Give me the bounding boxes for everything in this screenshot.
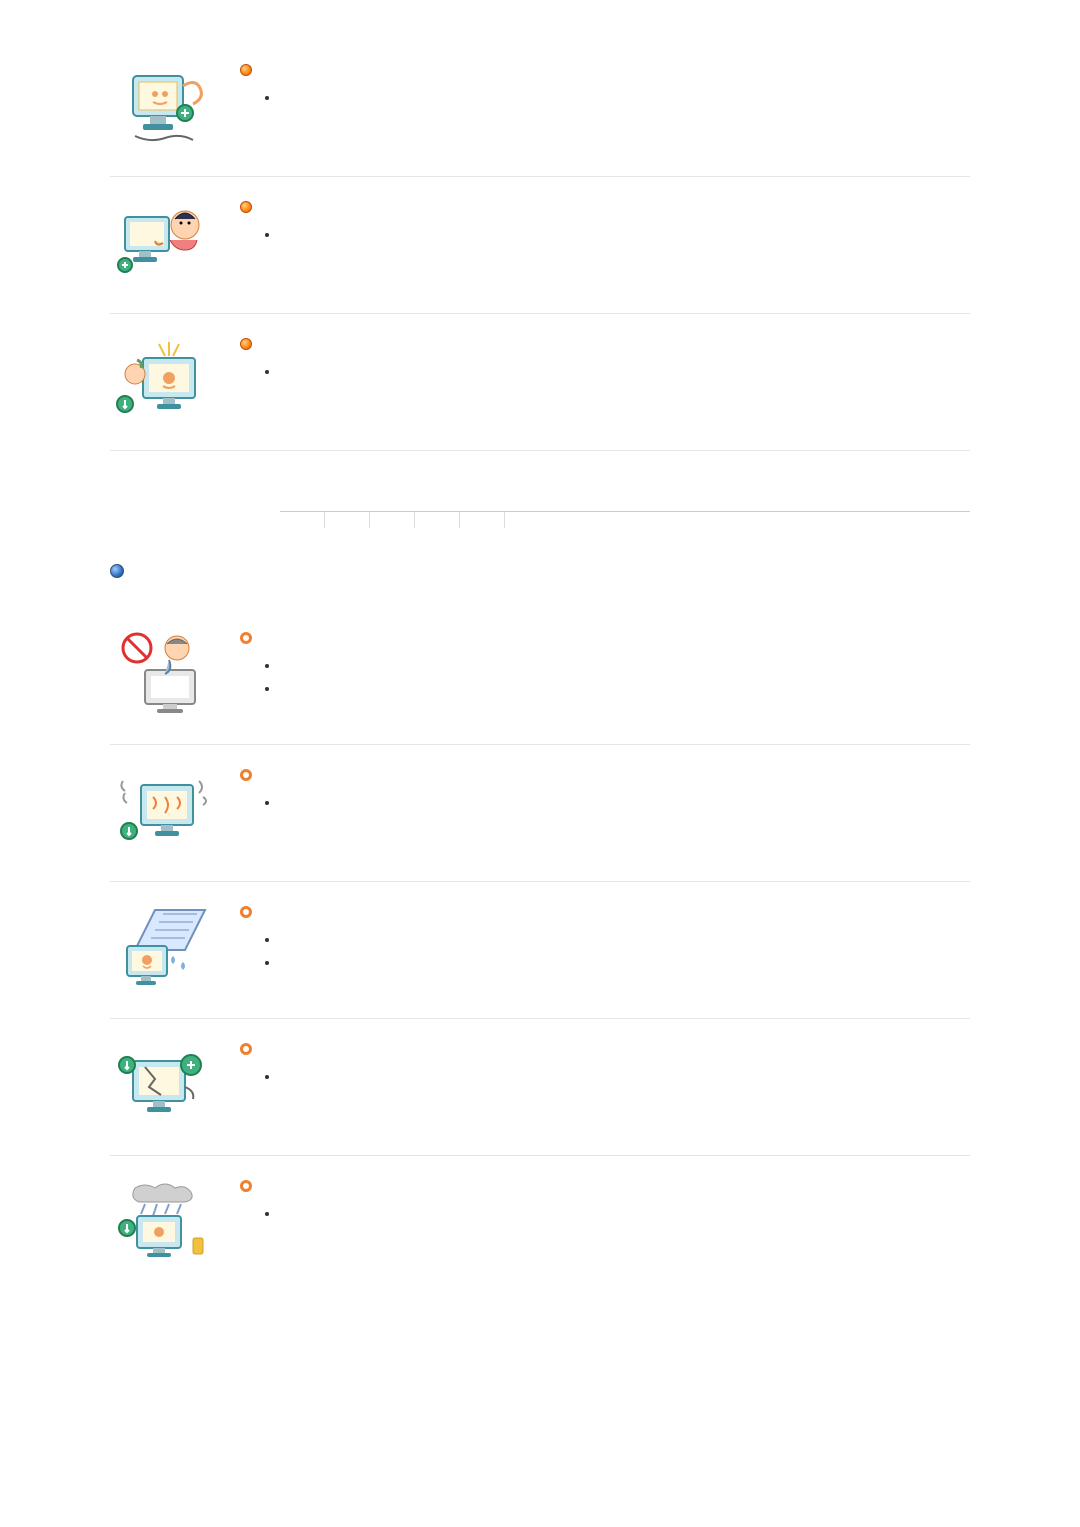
safety-item bbox=[110, 1019, 970, 1156]
safety-item-content bbox=[240, 763, 970, 816]
safety-item-detail bbox=[280, 88, 970, 109]
tab-installation[interactable] bbox=[370, 512, 415, 528]
tab-clean[interactable] bbox=[415, 512, 460, 528]
safety-item-content bbox=[240, 332, 970, 385]
illustration-no-remove-cover bbox=[110, 626, 220, 726]
safety-item bbox=[110, 882, 970, 1019]
bullet-icon bbox=[240, 201, 252, 213]
bullet-icon bbox=[240, 64, 252, 76]
safety-item-detail bbox=[280, 679, 970, 700]
tab-notational[interactable] bbox=[280, 512, 325, 528]
bullet-icon bbox=[240, 1043, 252, 1055]
safety-item-content bbox=[240, 1037, 970, 1090]
safety-item bbox=[110, 1156, 970, 1292]
safety-item-content bbox=[240, 58, 970, 111]
illustration-storm-unplug bbox=[110, 1174, 220, 1274]
bullet-icon bbox=[240, 769, 252, 781]
safety-item bbox=[110, 745, 970, 882]
safety-item bbox=[110, 314, 970, 451]
tab-power[interactable] bbox=[325, 512, 370, 528]
section-tabs bbox=[280, 511, 970, 528]
bullet-icon bbox=[240, 338, 252, 350]
safety-item-content bbox=[240, 626, 970, 702]
safety-item-content bbox=[240, 900, 970, 976]
illustration-interior-clean bbox=[110, 332, 220, 432]
bullet-icon bbox=[240, 1180, 252, 1192]
illustration-abnormal-operation bbox=[110, 763, 220, 863]
safety-item bbox=[110, 608, 970, 745]
safety-item-detail bbox=[280, 1067, 970, 1088]
illustration-dropped-damaged bbox=[110, 1037, 220, 1137]
bullet-icon bbox=[240, 632, 252, 644]
section-bullet-icon bbox=[110, 564, 124, 578]
safety-item-detail bbox=[280, 656, 970, 677]
safety-item-detail bbox=[280, 793, 970, 814]
safety-item-detail bbox=[280, 225, 970, 246]
illustration-unplug-clean bbox=[110, 58, 220, 158]
section-header bbox=[110, 558, 970, 578]
safety-item-detail bbox=[280, 1204, 970, 1225]
safety-item bbox=[110, 177, 970, 314]
illustration-moisture bbox=[110, 900, 220, 1000]
bullet-icon bbox=[240, 906, 252, 918]
tab-others[interactable] bbox=[460, 512, 505, 528]
safety-item-content bbox=[240, 1174, 970, 1227]
safety-item-detail bbox=[280, 930, 970, 951]
safety-item-detail bbox=[280, 362, 970, 383]
safety-item-detail bbox=[280, 953, 970, 974]
safety-item bbox=[110, 40, 970, 177]
illustration-wipe-cloth bbox=[110, 195, 220, 295]
safety-item-content bbox=[240, 195, 970, 248]
